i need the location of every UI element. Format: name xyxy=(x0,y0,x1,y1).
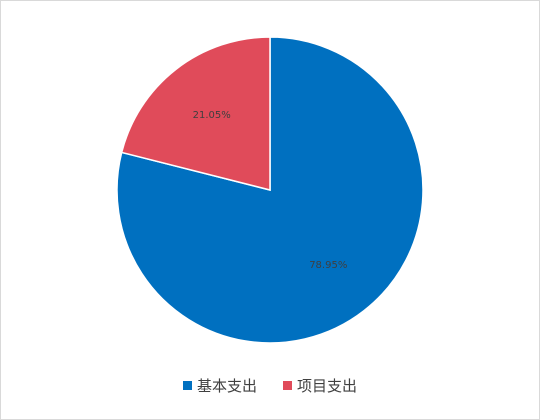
legend-label-project: 项目支出 xyxy=(297,377,358,395)
chart-legend: 基本支出 项目支出 xyxy=(1,375,539,396)
data-label-basic: 78.95% xyxy=(309,260,347,271)
pie-chart: 78.95% 21.05% xyxy=(116,36,424,344)
legend-swatch-basic xyxy=(182,381,192,390)
legend-label-basic: 基本支出 xyxy=(196,377,257,395)
data-label-project: 21.05% xyxy=(193,110,231,121)
legend-swatch-project xyxy=(283,381,292,390)
legend-item-project: 项目支出 xyxy=(283,375,357,396)
legend-item-basic: 基本支出 xyxy=(182,375,257,396)
pie-slice-project xyxy=(120,36,271,191)
